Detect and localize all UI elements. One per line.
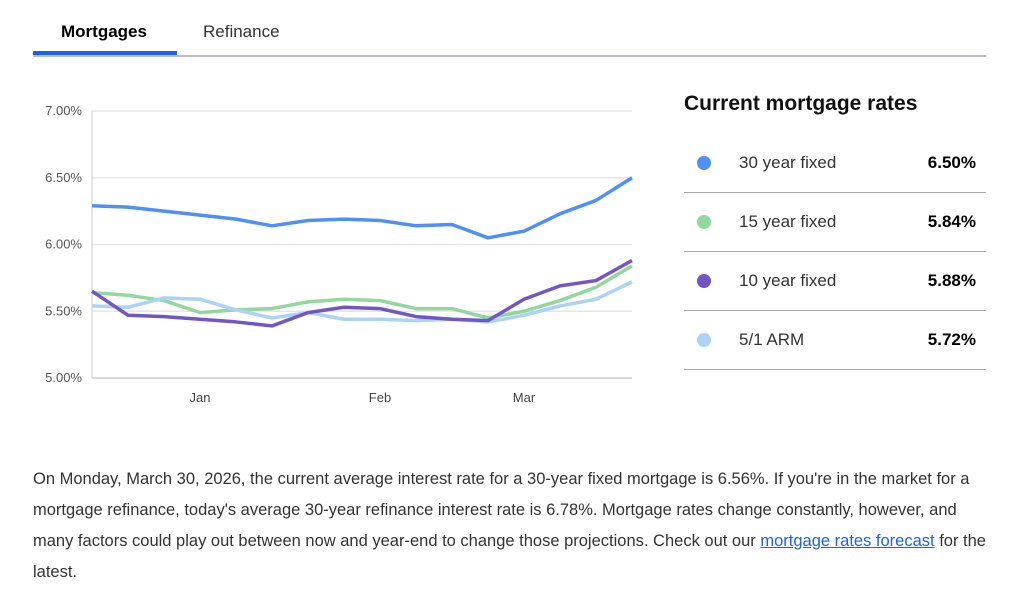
forecast-link[interactable]: mortgage rates forecast (760, 532, 935, 550)
rate-value: 5.88% (927, 271, 976, 290)
series-line-5-1-arm (91, 280, 633, 324)
rate-value: 5.72% (927, 330, 976, 349)
rate-row: 30 year fixed 6.50% (684, 134, 986, 193)
summary-text: On Monday, March 30, 2026, the current a… (33, 470, 970, 550)
active-tab-indicator (33, 51, 177, 55)
y-tick-label: 5.00% (45, 370, 82, 385)
series-dot-icon (697, 215, 711, 229)
rate-value: 5.84% (927, 212, 976, 231)
x-tick-label: Jan (190, 390, 211, 405)
tab-mortgages[interactable]: Mortgages (61, 22, 147, 41)
x-tick-label: Mar (513, 390, 536, 405)
series-dot-icon (697, 274, 711, 288)
rates-summary-paragraph: On Monday, March 30, 2026, the current a… (33, 464, 993, 588)
rates-title: Current mortgage rates (684, 92, 918, 115)
y-tick-label: 5.50% (45, 303, 82, 318)
rate-name: 10 year fixed (739, 271, 837, 290)
current-rates-panel: Current mortgage rates 30 year fixed 6.50… (684, 92, 986, 370)
rate-name: 15 year fixed (739, 212, 837, 231)
y-tick-label: 6.00% (45, 237, 82, 252)
series-line-15-year-fixed (91, 264, 633, 320)
rate-value: 6.50% (927, 153, 976, 172)
rates-line-chart: 5.00% 5.50% 6.00% 6.50% 7.00% Jan Feb Mar (45, 103, 633, 405)
tab-refinance[interactable]: Refinance (203, 22, 280, 41)
series-dot-icon (697, 156, 711, 170)
x-tick-label: Feb (369, 390, 391, 405)
tab-bar: Mortgages Refinance (33, 0, 986, 57)
rate-row: 10 year fixed 5.88% (684, 252, 986, 311)
y-tick-label: 7.00% (45, 103, 82, 118)
summary-text-end: for the latest. (33, 532, 986, 581)
rate-name: 5/1 ARM (739, 330, 805, 349)
series-line-10-year-fixed (91, 258, 633, 328)
rate-row: 15 year fixed 5.84% (684, 193, 986, 252)
rate-row: 5/1 ARM 5.72% (684, 311, 986, 370)
series-dot-icon (697, 333, 711, 347)
y-tick-label: 6.50% (45, 170, 82, 185)
series-line-30-year-fixed (91, 176, 633, 240)
rate-name: 30 year fixed (739, 153, 837, 172)
